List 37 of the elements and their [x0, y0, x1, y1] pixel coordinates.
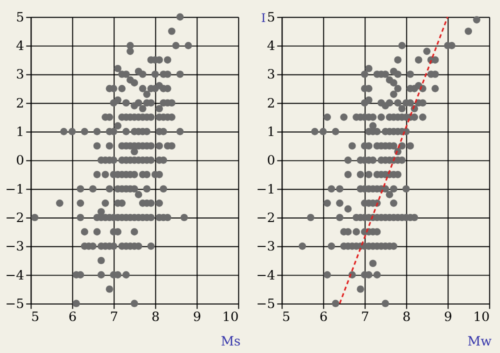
x-tick-label: 9	[193, 310, 202, 325]
y-tick-label: 3	[267, 68, 276, 83]
y-tick-label: 0	[16, 154, 24, 169]
y-tick-label: −3	[5, 240, 24, 255]
y-tick-label: 4	[16, 39, 24, 54]
x-tick-label: 7	[361, 310, 370, 325]
x-tick-label: 8	[152, 310, 160, 325]
x-tick-label: 7	[110, 310, 118, 325]
x-tick-label: 6	[68, 310, 77, 325]
y-tick-label: −3	[256, 240, 276, 255]
x-tick-label: 8	[402, 310, 411, 325]
y-tick-label: −4	[256, 268, 276, 284]
y-tick-label: 5	[16, 10, 24, 26]
y-tick-label: 0	[267, 154, 276, 169]
y-tick-label: 3	[16, 68, 24, 83]
x-tick-label: 5	[31, 310, 40, 325]
x-tick-label: 6	[320, 310, 328, 325]
x-tick-label: 9	[444, 310, 452, 325]
y-tick-label: 2	[267, 96, 276, 112]
y-tick-label: −2	[256, 210, 276, 226]
x-tick-label: 10	[222, 310, 239, 325]
x-tick-label: 5	[282, 310, 290, 325]
y-tick-label: 4	[267, 39, 276, 54]
x-axis-title: Ms	[220, 334, 241, 350]
y-tick-label: 5	[267, 10, 276, 26]
y-tick-label: 1	[267, 124, 276, 140]
y-tick-label: 1	[16, 124, 24, 140]
y-tick-label: 2	[16, 96, 24, 112]
y-axis-title: I	[261, 10, 266, 25]
x-axis-title: Mw	[467, 334, 492, 350]
x-tick-label: 10	[473, 310, 490, 325]
y-tick-label: −1	[256, 182, 276, 198]
y-tick-label: −5	[256, 296, 276, 312]
y-tick-label: −1	[5, 182, 24, 198]
y-tick-label: −5	[5, 296, 24, 312]
y-tick-label: −2	[5, 210, 24, 226]
y-tick-label: −4	[5, 268, 24, 284]
